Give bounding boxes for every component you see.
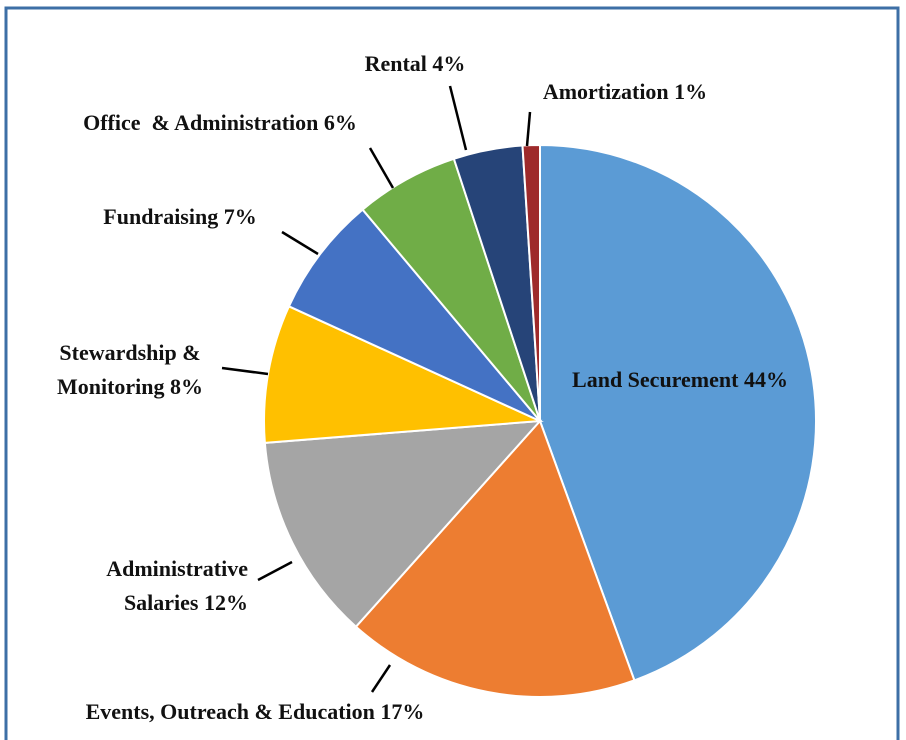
slice-label: Land Securement 44% (560, 363, 800, 397)
slice-label: Events, Outreach & Education 17% (30, 695, 480, 729)
leader-line (370, 664, 392, 693)
leader-line (221, 366, 269, 376)
slice-label: Fundraising 7% (60, 200, 300, 234)
value-label: 1% (674, 79, 708, 104)
leader-line (525, 111, 532, 147)
category-label: Land Securement (572, 367, 739, 392)
slice-label: Administrative Salaries 12% (58, 552, 248, 620)
value-label: 6% (323, 110, 357, 135)
slice-label: Rental 4% (330, 47, 500, 81)
value-label: 7% (223, 204, 257, 229)
category-label: Administrative Salaries (106, 556, 254, 615)
category-label: Amortization (542, 79, 669, 104)
leader-lines (221, 85, 532, 693)
category-label: Fundraising (103, 204, 219, 229)
leader-line (448, 85, 468, 151)
value-label: 8% (170, 374, 204, 399)
frame (4, 6, 900, 740)
leader-line (368, 147, 395, 189)
category-label: Events, Outreach & Education (85, 699, 375, 724)
leader-line (281, 230, 319, 256)
leader-line (257, 560, 293, 582)
pie (263, 143, 817, 698)
value-label: 4% (432, 51, 466, 76)
slice-label: Office & Administration 6% (40, 106, 400, 140)
slice (263, 305, 544, 444)
slice-label: Stewardship & Monitoring 8% (30, 336, 230, 404)
slice (354, 419, 636, 698)
value-label: 44% (743, 367, 788, 392)
slice (263, 419, 543, 629)
slice (521, 143, 541, 422)
value-label: 17% (380, 699, 425, 724)
category-label: Office & Administration (83, 110, 319, 135)
category-label: Stewardship & Monitoring (56, 340, 207, 399)
value-label: 12% (204, 590, 248, 615)
slice (287, 208, 541, 422)
category-label: Rental (364, 51, 427, 76)
slice (539, 143, 817, 682)
slice-label: Amortization 1% (510, 75, 740, 109)
